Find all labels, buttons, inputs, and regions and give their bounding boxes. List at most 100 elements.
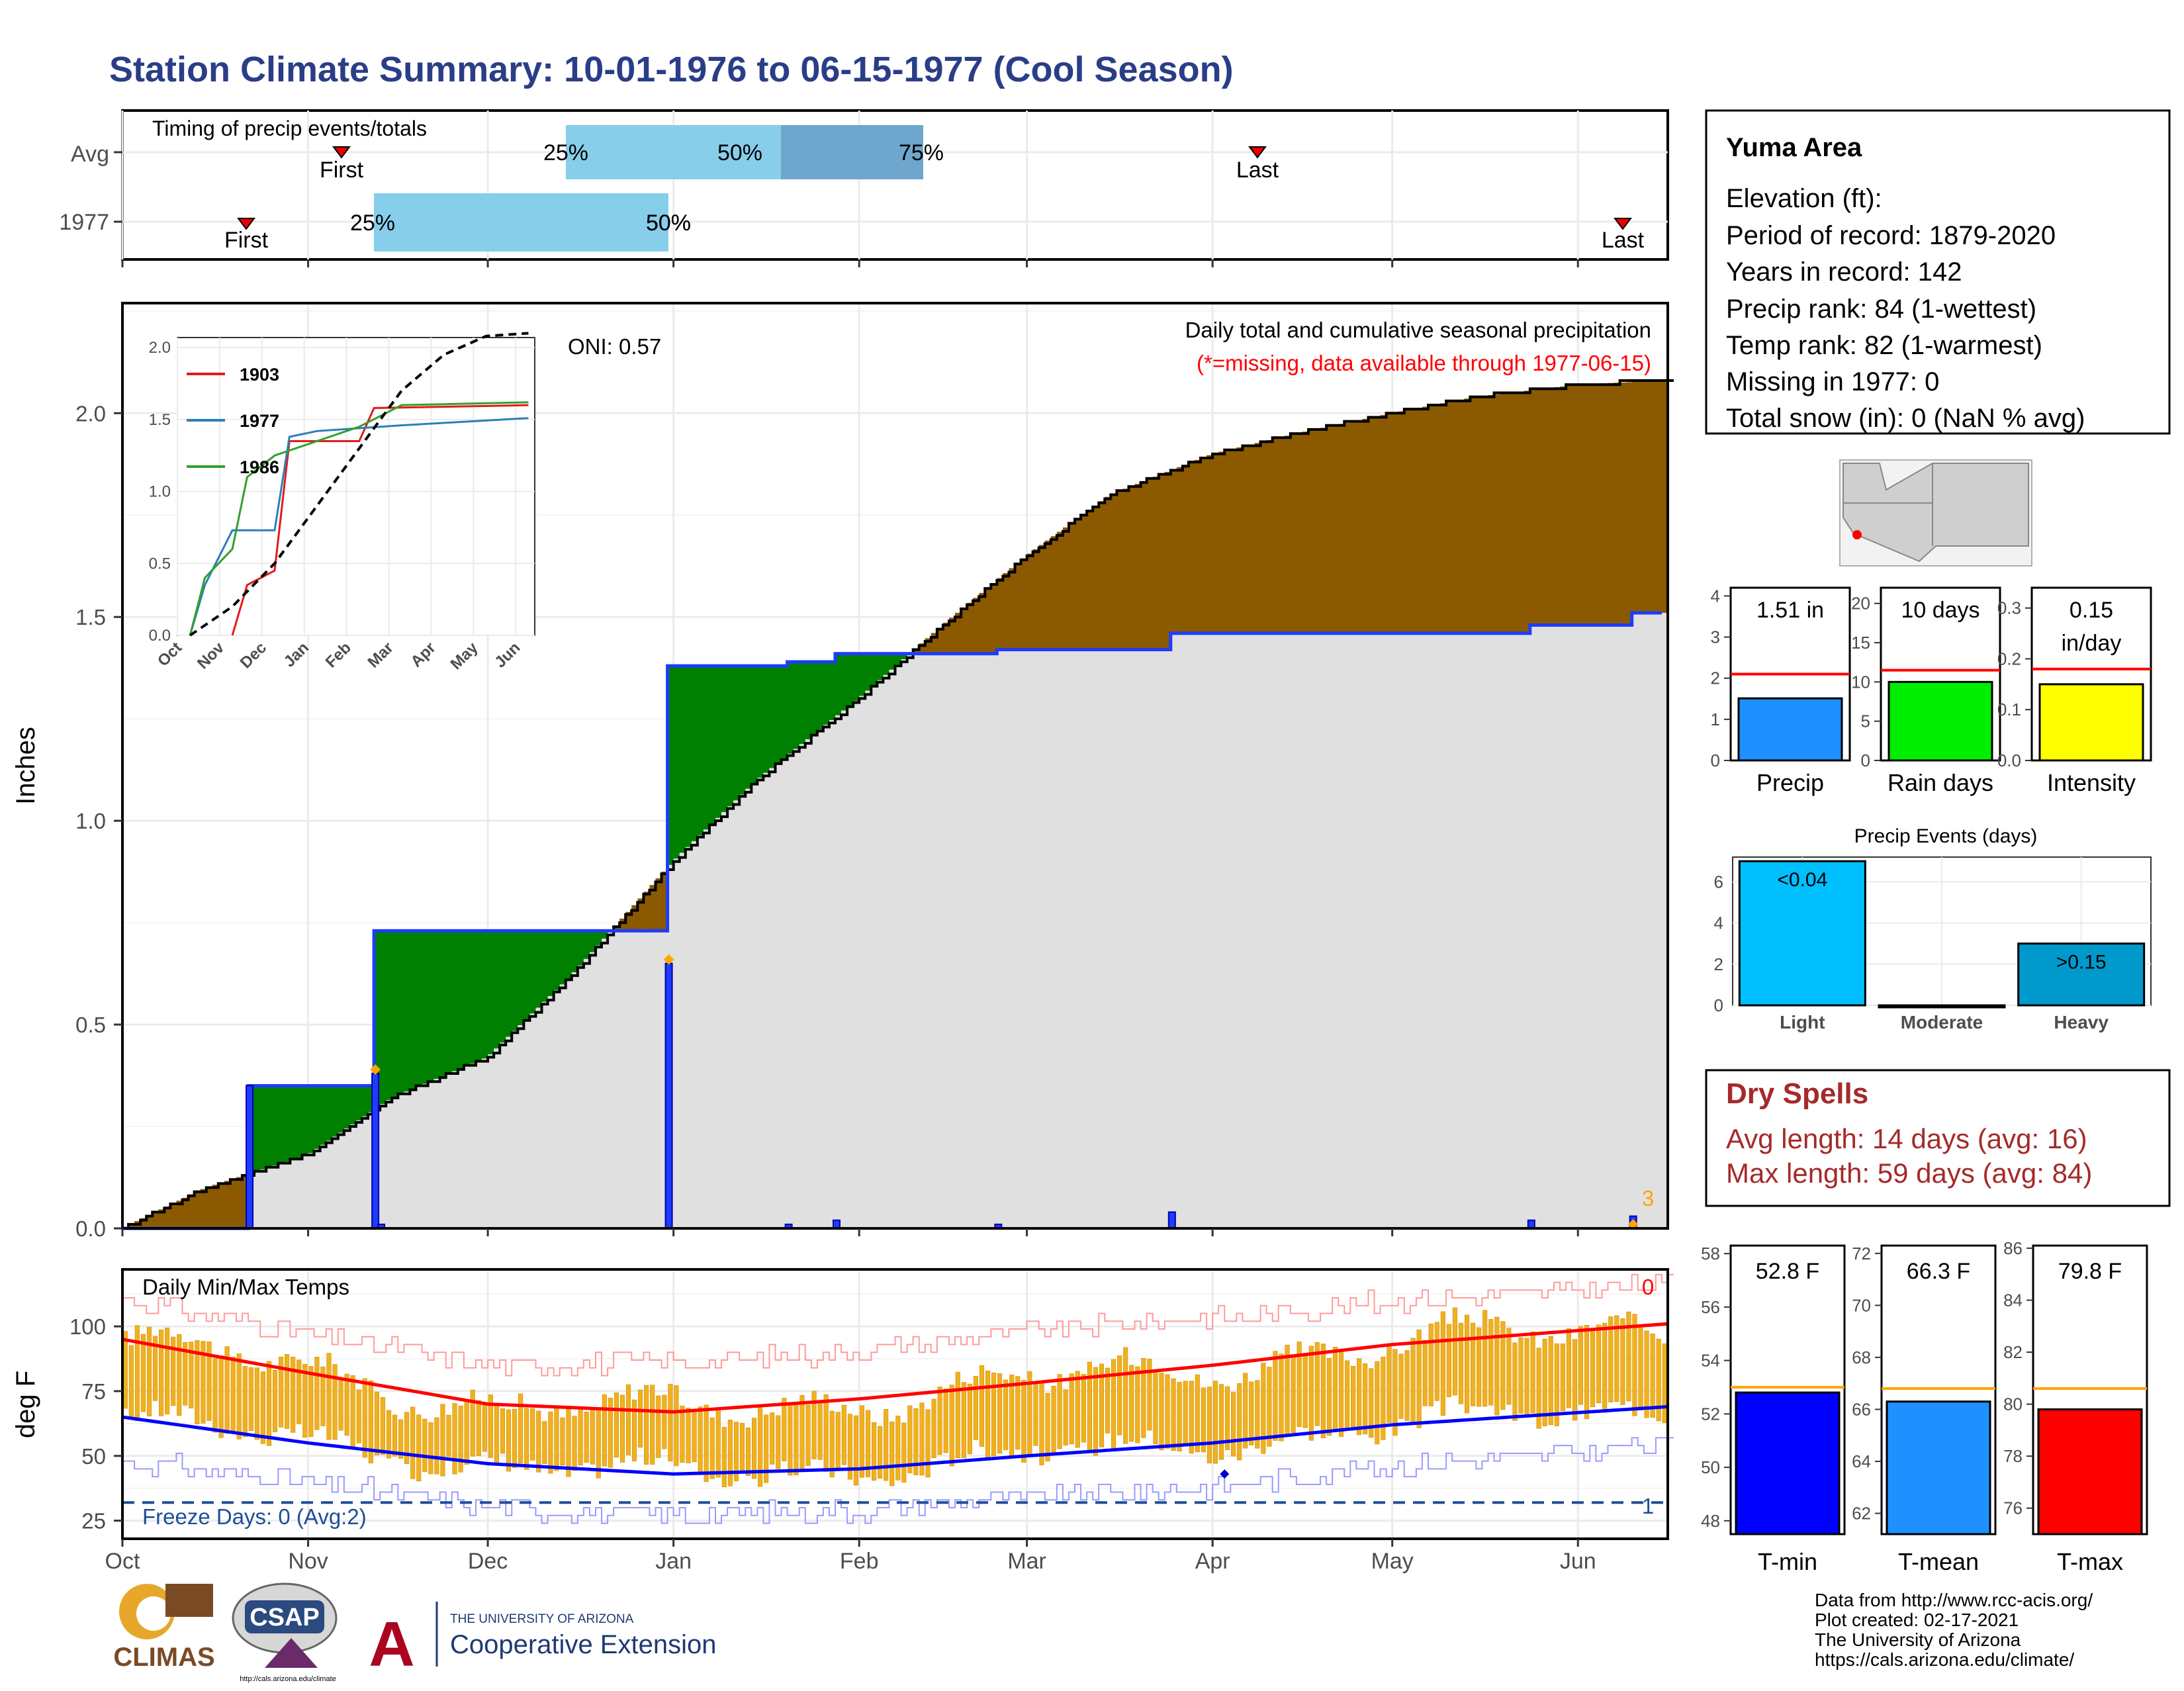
freeze-days-label: Freeze Days: 0 (Avg:2) (142, 1504, 367, 1529)
daily-temp-bar (1075, 1371, 1080, 1447)
cumulative-fill (458, 1069, 465, 1228)
cumulative-fill (440, 1076, 447, 1228)
events-bar-label: >0.15 (2056, 952, 2107, 974)
below-average-fill (1302, 432, 1309, 633)
above-average-fill (392, 931, 398, 1097)
below-average-fill (1177, 467, 1183, 633)
temp-xtick-label: Oct (105, 1549, 140, 1574)
temp-bar-ytick-label: 56 (1701, 1297, 1720, 1317)
avg-p25-label: 25% (543, 140, 588, 165)
above-average-fill (721, 666, 728, 812)
below-average-fill (1153, 477, 1160, 649)
below-average-fill (1470, 398, 1477, 633)
daily-temp-bar (1561, 1344, 1565, 1410)
cumulative-fill (554, 990, 561, 1228)
daily-temp-bar (638, 1390, 643, 1447)
cumulative-fill (488, 1054, 494, 1228)
footer: Data from http://www.rcc-acis.org/ Plot … (113, 1584, 2093, 1683)
daily-temp-bar (854, 1416, 858, 1485)
cumulative-fill (1261, 633, 1267, 1228)
inset-ytick-label: 0.5 (149, 555, 171, 572)
below-average-fill (236, 1177, 243, 1228)
daily-temp-bar (950, 1385, 954, 1466)
temp-panel-label: Daily Min/Max Temps (142, 1275, 349, 1299)
cumulative-fill (1027, 649, 1034, 1228)
daily-temp-bar (782, 1398, 787, 1461)
daily-temp-bar (836, 1412, 841, 1468)
daily-temp-bar (543, 1422, 547, 1464)
cumulative-fill (1392, 633, 1399, 1228)
below-average-fill (1602, 383, 1608, 625)
cumulative-fill (1045, 649, 1052, 1228)
daily-temp-bar (1046, 1393, 1050, 1461)
above-average-fill (416, 931, 422, 1086)
year-25-75-band (374, 193, 668, 251)
timing-row-label-year: 1977 (59, 210, 109, 235)
daily-temp-bar (1207, 1387, 1212, 1463)
events-ytick-label: 4 (1714, 913, 1723, 933)
above-average-fill (692, 666, 698, 841)
cumulative-fill (566, 979, 572, 1228)
above-average-fill (853, 654, 860, 701)
daily-temp-bar (968, 1384, 972, 1454)
below-average-fill (1314, 429, 1321, 633)
cumulative-fill (362, 1117, 369, 1228)
cumulative-fill (1326, 633, 1333, 1228)
inset-legend-1977: 1977 (240, 411, 279, 431)
daily-temp-bar (602, 1394, 607, 1466)
above-average-fill (883, 654, 889, 675)
cumulative-fill (410, 1089, 416, 1228)
below-average-fill (1021, 559, 1028, 650)
daily-temp-bar (1411, 1338, 1416, 1424)
daily-temp-bar (758, 1407, 762, 1486)
cumulative-fill (1632, 613, 1639, 1228)
year-p25-label: 25% (350, 210, 395, 236)
above-average-fill (847, 654, 854, 706)
daily-temp-bar (273, 1370, 277, 1432)
above-average-fill (548, 931, 555, 996)
timing-panel-label: Timing of precip events/totals (152, 116, 427, 140)
daily-temp-bar (351, 1375, 355, 1447)
below-average-fill (1638, 382, 1645, 614)
below-average-fill (1224, 450, 1231, 633)
daily-temp-bar (1423, 1340, 1428, 1406)
below-average-fill (1255, 443, 1261, 633)
cumulative-fill (506, 1037, 512, 1228)
above-average-fill (422, 931, 429, 1083)
daily-temp-bar (1662, 1344, 1667, 1422)
daily-temp-bar (740, 1423, 745, 1470)
cumulative-fill (254, 1171, 261, 1228)
below-average-fill (1350, 422, 1357, 633)
cumulative-fill (260, 1169, 267, 1228)
daily-temp-bar (1351, 1366, 1355, 1430)
cumulative-fill (1512, 633, 1519, 1228)
above-average-fill (794, 662, 800, 749)
cumulative-fill (1075, 649, 1081, 1228)
above-average-fill (500, 931, 506, 1042)
cumulative-fill (721, 812, 728, 1228)
cumulative-fill (715, 818, 722, 1228)
cumulative-fill (1488, 633, 1494, 1228)
temp-bar-ytick-label: 64 (1852, 1451, 1871, 1471)
above-average-fill (320, 1085, 327, 1144)
cumulative-fill (320, 1145, 327, 1228)
below-average-fill (1308, 430, 1315, 633)
cumulative-fill (272, 1165, 279, 1228)
above-average-fill (332, 1085, 339, 1136)
daily-temp-bar (465, 1402, 469, 1465)
daily-temp-bar (1417, 1330, 1422, 1428)
cumulative-fill (1314, 633, 1321, 1228)
csap-logo-text: CSAP (250, 1604, 320, 1631)
cumulative-fill (1387, 633, 1393, 1228)
cumulative-fill (1159, 649, 1165, 1228)
events-category-label: Heavy (2054, 1012, 2109, 1032)
daily-temp-bar (1165, 1375, 1170, 1448)
below-average-fill (1279, 437, 1285, 633)
above-average-fill (482, 931, 488, 1058)
daily-temp-bar (1309, 1346, 1314, 1440)
precip-ytick-label: 0.0 (75, 1216, 106, 1241)
